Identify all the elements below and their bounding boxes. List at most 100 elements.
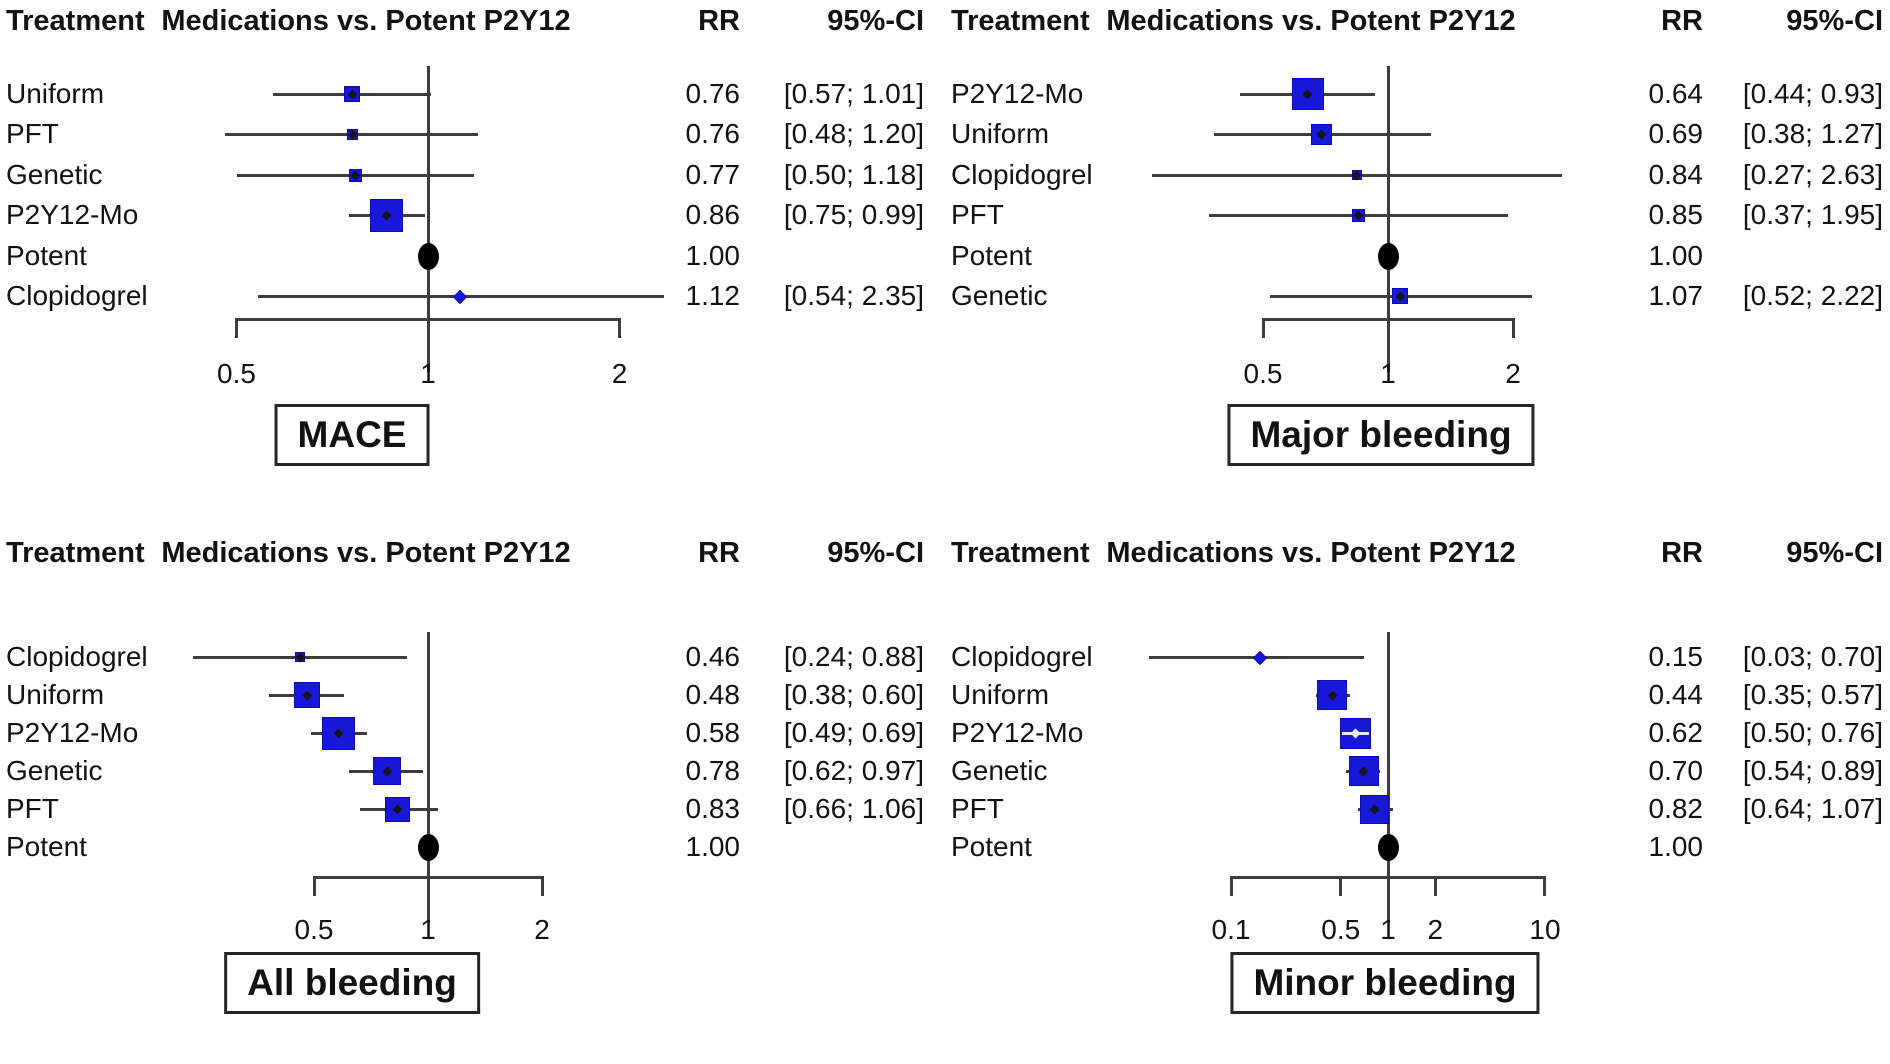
axis-tick-label: 2 bbox=[1427, 914, 1444, 945]
treatment-label: Clopidogrel bbox=[951, 641, 1093, 672]
column-header-ci: 95%-CI bbox=[827, 537, 924, 569]
axis-tick bbox=[1511, 318, 1515, 338]
rr-value: 0.69 bbox=[1648, 118, 1704, 149]
axis-tick-label: 2 bbox=[534, 914, 550, 945]
rr-value: 1.00 bbox=[1648, 240, 1704, 271]
ci-value: [0.03; 0.70] bbox=[1742, 641, 1883, 672]
treatment-label: Uniform bbox=[6, 78, 105, 109]
weight-marker bbox=[1252, 650, 1267, 666]
ci-value: [0.49; 0.69] bbox=[783, 717, 924, 748]
reference-dot bbox=[417, 833, 439, 861]
ci-value: [0.75; 0.99] bbox=[783, 199, 924, 230]
axis-tick-label: 1 bbox=[1380, 914, 1396, 945]
axis-tick bbox=[1543, 876, 1547, 896]
column-header-treatment: Treatment bbox=[951, 5, 1090, 37]
rr-value: 0.62 bbox=[1648, 717, 1704, 748]
axis-line bbox=[236, 318, 620, 321]
treatment-label: Clopidogrel bbox=[951, 159, 1093, 190]
ci-value: [0.24; 0.88] bbox=[783, 641, 924, 672]
column-header-rr: RR bbox=[1661, 5, 1703, 37]
column-header-comparison: Medications vs. Potent P2Y12 bbox=[161, 537, 571, 569]
panel-minor-bleeding: Treatment Medications vs. Potent P2Y12 R… bbox=[945, 532, 1890, 1064]
axis-tick bbox=[312, 876, 316, 896]
axis-tick bbox=[1339, 876, 1343, 896]
axis-line bbox=[314, 876, 542, 879]
treatment-label: Clopidogrel bbox=[6, 280, 148, 311]
ci-value: [0.27; 2.63] bbox=[1742, 159, 1883, 190]
axis-tick-label: 10 bbox=[1529, 914, 1561, 945]
ci-value: [0.48; 1.20] bbox=[783, 118, 924, 149]
reference-dot bbox=[1377, 833, 1399, 861]
axis-tick-label: 1 bbox=[1380, 358, 1396, 389]
column-header-treatment: Treatment bbox=[951, 537, 1090, 569]
rr-value: 0.86 bbox=[685, 199, 741, 230]
axis-tick bbox=[1433, 876, 1437, 896]
column-header-rr: RR bbox=[1661, 537, 1703, 569]
outcome-label-box: Minor bleeding bbox=[1230, 952, 1540, 1014]
reference-dot bbox=[1377, 242, 1399, 270]
outcome-label-box: Major bleeding bbox=[1227, 404, 1535, 466]
rr-value: 1.00 bbox=[685, 831, 741, 862]
reference-dot bbox=[417, 242, 439, 270]
ci-value: [0.44; 0.93] bbox=[1742, 78, 1883, 109]
reference-line bbox=[1386, 66, 1390, 372]
ci-value: [0.54; 2.35] bbox=[783, 280, 924, 311]
ci-value: [0.64; 1.07] bbox=[1742, 793, 1883, 824]
axis-tick bbox=[540, 876, 544, 896]
weight-square bbox=[369, 198, 403, 232]
axis-tick-label: 1 bbox=[420, 914, 436, 945]
ci-value: [0.37; 1.95] bbox=[1742, 199, 1883, 230]
outcome-label-box: All bleeding bbox=[224, 952, 480, 1014]
rr-value: 0.15 bbox=[1648, 641, 1704, 672]
panel-major-bleeding: Treatment Medications vs. Potent P2Y12 R… bbox=[945, 0, 1890, 532]
axis-tick-label: 0.5 bbox=[1243, 358, 1283, 389]
rr-value: 0.44 bbox=[1648, 679, 1704, 710]
treatment-label: Potent bbox=[951, 831, 1032, 862]
treatment-label: P2Y12-Mo bbox=[951, 78, 1084, 109]
treatment-label: P2Y12-Mo bbox=[6, 199, 139, 230]
axis-tick bbox=[1229, 876, 1233, 896]
treatment-label: Genetic bbox=[951, 280, 1048, 311]
treatment-label: Genetic bbox=[6, 159, 103, 190]
column-header-rr: RR bbox=[698, 537, 740, 569]
ci-value: [0.57; 1.01] bbox=[783, 78, 924, 109]
rr-value: 0.78 bbox=[685, 755, 741, 786]
rr-value: 0.82 bbox=[1648, 793, 1704, 824]
treatment-label: Potent bbox=[951, 240, 1032, 271]
outcome-label-box: MACE bbox=[274, 404, 430, 466]
rr-value: 0.76 bbox=[685, 118, 741, 149]
ci-value: [0.38; 1.27] bbox=[1742, 118, 1883, 149]
axis-tick bbox=[235, 318, 238, 338]
rr-value: 0.58 bbox=[685, 717, 741, 748]
ci-value: [0.38; 0.60] bbox=[783, 679, 924, 710]
panel-mace: Treatment Medications vs. Potent P2Y12 R… bbox=[0, 0, 945, 532]
treatment-label: Potent bbox=[6, 240, 87, 271]
treatment-label: PFT bbox=[951, 199, 1004, 230]
treatment-label: Genetic bbox=[951, 755, 1048, 786]
rr-value: 1.07 bbox=[1648, 280, 1704, 311]
column-header-ci: 95%-CI bbox=[1786, 5, 1883, 37]
treatment-label: PFT bbox=[6, 118, 59, 149]
rr-value: 1.12 bbox=[685, 280, 741, 311]
treatment-label: Uniform bbox=[951, 679, 1050, 710]
axis-tick-label: 0.1 bbox=[1211, 914, 1251, 945]
treatment-label: PFT bbox=[951, 793, 1004, 824]
axis-tick bbox=[1261, 318, 1265, 338]
treatment-label: Potent bbox=[6, 831, 87, 862]
column-header-treatment: Treatment bbox=[6, 537, 145, 569]
rr-value: 1.00 bbox=[1648, 831, 1704, 862]
axis-tick-label: 0.5 bbox=[1321, 914, 1361, 945]
ci-value: [0.62; 0.97] bbox=[783, 755, 924, 786]
axis-tick bbox=[618, 318, 621, 338]
ci-value: [0.50; 0.76] bbox=[1742, 717, 1883, 748]
rr-value: 0.70 bbox=[1648, 755, 1704, 786]
ci-value: [0.52; 2.22] bbox=[1742, 280, 1883, 311]
axis-tick-label: 1 bbox=[420, 358, 436, 389]
column-header-comparison: Medications vs. Potent P2Y12 bbox=[1106, 537, 1516, 569]
rr-value: 0.83 bbox=[685, 793, 741, 824]
axis-line bbox=[1263, 318, 1513, 321]
column-header-treatment: Treatment bbox=[6, 5, 145, 37]
column-header-comparison: Medications vs. Potent P2Y12 bbox=[161, 5, 571, 37]
ci-value: [0.54; 0.89] bbox=[1742, 755, 1883, 786]
